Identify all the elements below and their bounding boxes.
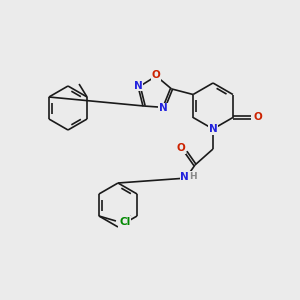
Text: N: N xyxy=(159,103,167,113)
Text: O: O xyxy=(152,70,161,80)
Text: N: N xyxy=(180,172,189,182)
Text: N: N xyxy=(208,124,217,134)
Text: Cl: Cl xyxy=(119,217,130,227)
Text: N: N xyxy=(134,81,142,91)
Text: H: H xyxy=(189,172,196,181)
Text: O: O xyxy=(254,112,262,122)
Text: O: O xyxy=(176,143,185,153)
